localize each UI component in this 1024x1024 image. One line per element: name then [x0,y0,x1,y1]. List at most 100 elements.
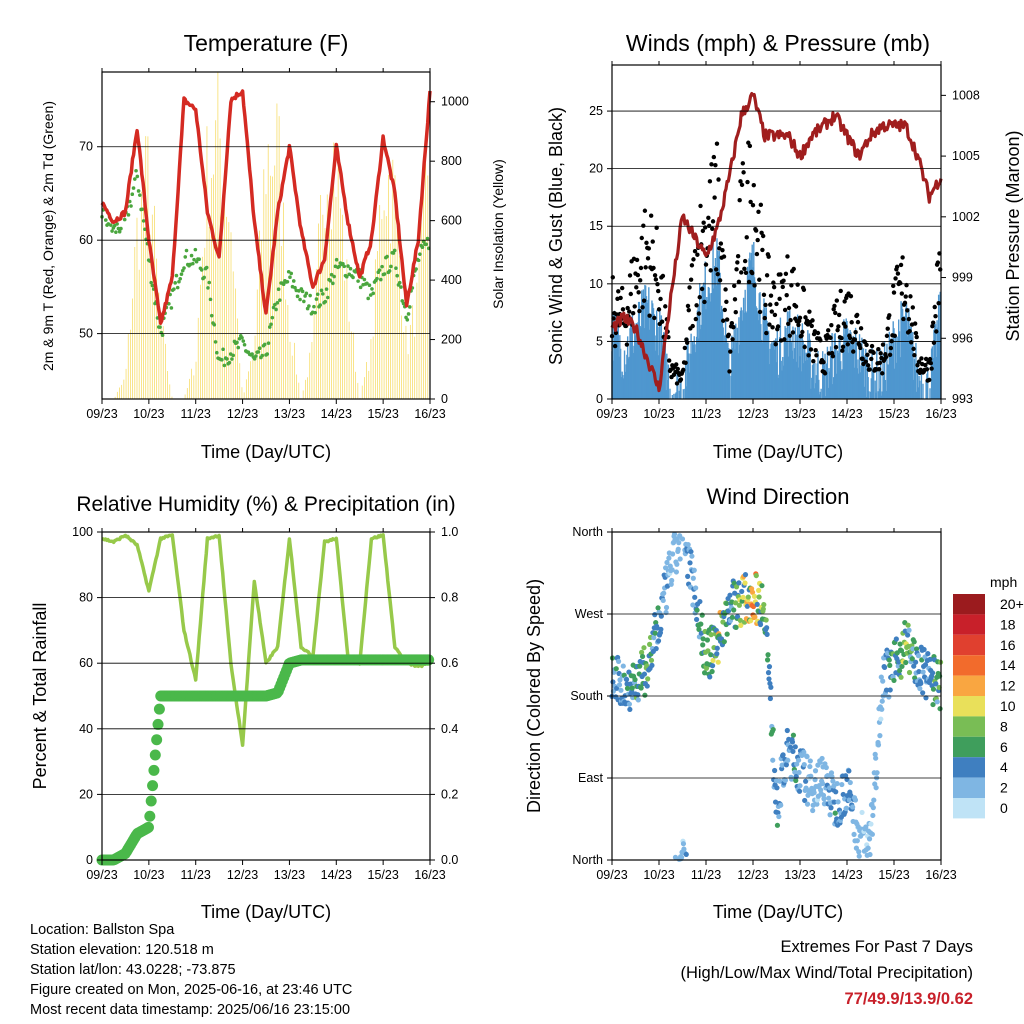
gust-point [919,356,924,361]
x-tick-label: 09/23 [596,407,627,421]
direction-point [738,622,744,628]
gust-point [938,267,943,272]
gust-point [770,325,775,330]
gust-point [734,267,739,272]
y-tick-label: 100 [72,525,93,539]
extremes-subtitle: (High/Low/Max Wind/Total Precipitation) [680,964,973,982]
direction-point [641,671,648,677]
temperature-ylabel-left: 2m & 9m T (Red, Orange) & 2m Td (Green) [40,101,56,371]
dewpoint-point [231,353,235,358]
x-tick-label: 09/23 [596,868,627,882]
direction-point [724,631,730,637]
direction-point [757,621,764,628]
temperature-panel: Temperature (F) 50 60 70 0 200 400 600 800 1000 0… [40,30,506,462]
gust-point [757,309,763,315]
direction-point [920,669,926,675]
direction-point [882,664,888,671]
dewpoint-point [300,289,305,294]
gust-point [898,262,904,268]
direction-point [652,630,658,636]
gust-point [840,348,845,353]
dewpoint-point [129,204,133,208]
direction-point [677,556,683,562]
direction-point [770,757,776,763]
gust-point [715,271,720,277]
gust-point [618,295,623,301]
gust-point [707,179,713,184]
gust-point [911,346,916,352]
gust-point [697,295,702,300]
legend-label: 0 [1000,800,1008,816]
dewpoint-point [230,357,234,361]
gust-point [720,247,725,253]
direction-point [641,645,647,651]
precip-point [142,821,154,833]
direction-point [895,663,901,669]
dewpoint-point [387,269,392,273]
gust-point [732,283,737,289]
direction-point [737,617,743,623]
gust-point [839,335,844,341]
gust-point [851,349,856,354]
temperature-line [100,89,432,325]
gust-point [908,294,913,299]
x-tick-label: 11/23 [691,868,721,882]
dewpoint-point [202,275,206,280]
dewpoint-point [236,345,241,350]
dewpoint-point [308,293,312,298]
dewpoint-point [275,301,280,305]
direction-point [783,762,789,768]
gust-point [635,272,641,278]
direction-point [751,593,758,599]
direction-point [886,657,892,663]
direction-point [910,646,916,652]
direction-point [794,761,800,767]
direction-point [742,580,748,586]
legend-label: 6 [1000,739,1008,755]
dewpoint-point [362,277,367,282]
gust-point [901,316,906,322]
direction-point [703,665,710,671]
direction-point [869,831,875,837]
gust-point [775,324,781,329]
legend-label: 18 [1000,616,1016,632]
dewpoint-point [183,255,188,259]
y2-tick-label: 993 [952,392,973,406]
dewpoint-point [342,264,347,269]
direction-point [790,732,797,738]
gust-point [641,298,647,303]
x-tick-label: 11/23 [181,868,211,882]
gust-point [728,349,733,354]
direction-point [733,600,739,606]
dewpoint-point [193,247,198,252]
gust-point [815,330,821,336]
y2-tick-label: 1.0 [441,525,458,539]
dewpoint-point [206,286,210,290]
gust-point [689,263,695,268]
direction-point [765,652,771,658]
direction-point [930,686,937,692]
dewpoint-point [135,174,140,179]
dewpoint-point [416,258,421,263]
gust-point [900,255,905,260]
gust-point [784,292,789,298]
direction-point [685,542,691,548]
direction-point [933,681,939,687]
direction-point [819,780,826,787]
direction-point [814,801,820,807]
y-tick-label: 60 [79,233,93,247]
legend-label: 12 [1000,678,1016,694]
gust-point [836,324,841,329]
gust-point [910,305,915,310]
dewpoint-point [242,342,247,347]
station-info: Location: Ballston Spa Station elevation… [30,920,352,1020]
gust-point [768,293,774,298]
direction-point [835,799,841,805]
direction-point [764,657,771,663]
gust-point [691,257,696,262]
direction-point [639,649,645,655]
gust-point [642,208,648,213]
gust-point [863,359,868,364]
direction-point [839,781,845,788]
